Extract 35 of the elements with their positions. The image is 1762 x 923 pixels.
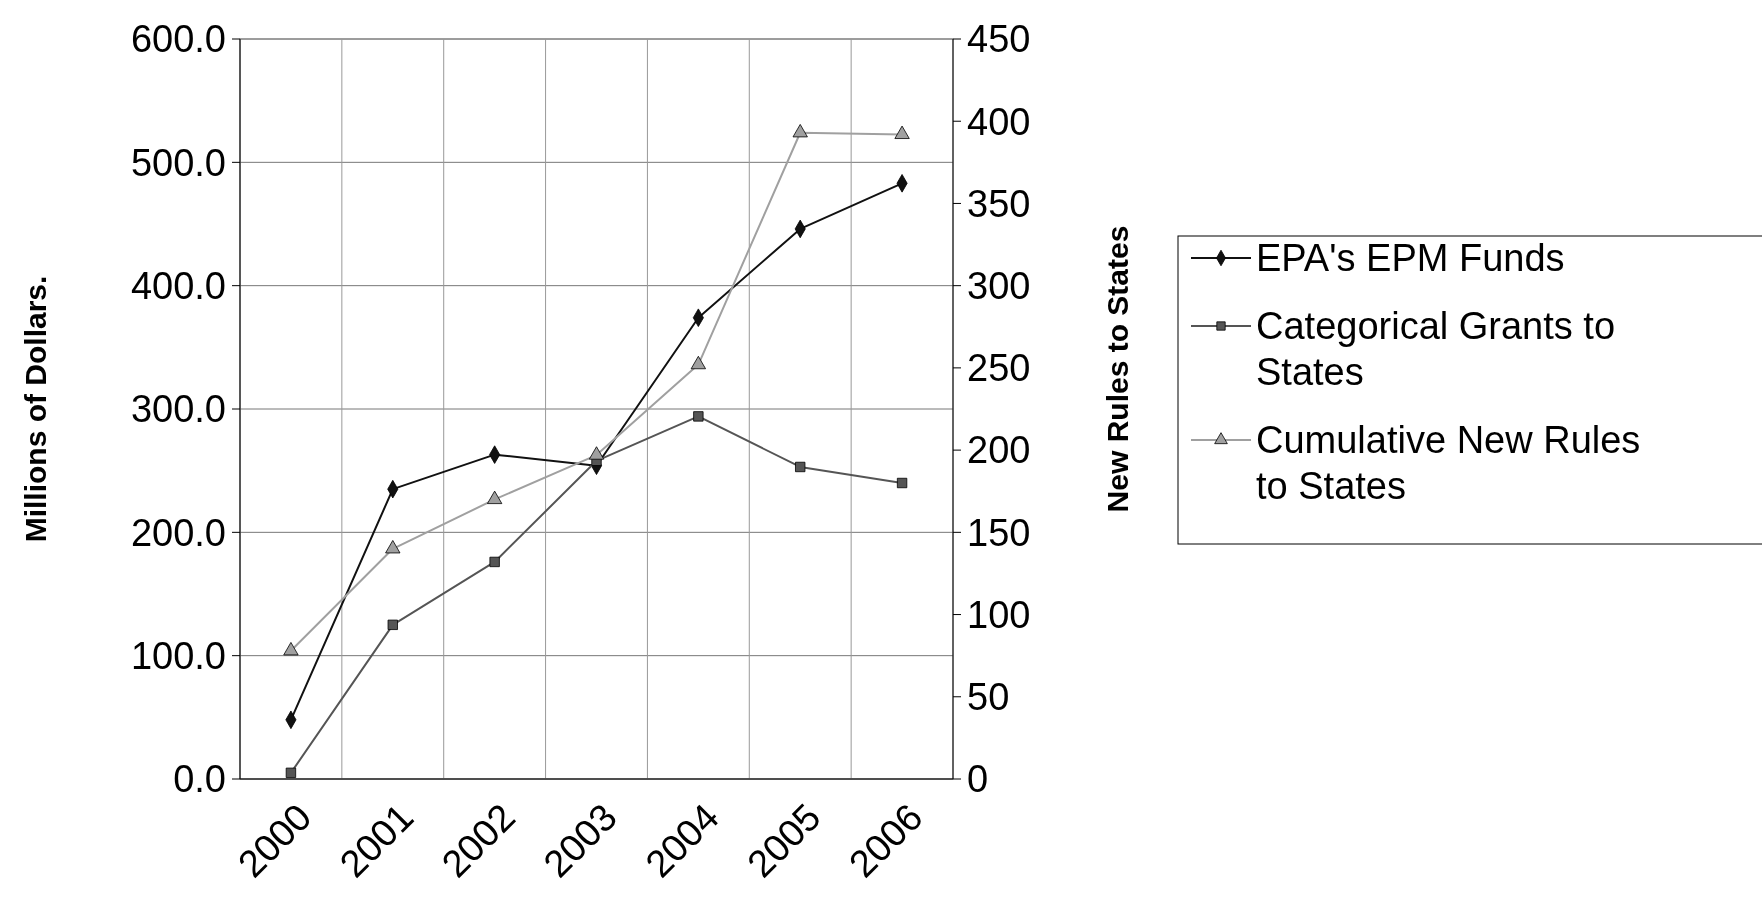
y-tick-label: 300.0 bbox=[130, 388, 226, 431]
legend-label: Categorical Grants to States bbox=[1256, 305, 1616, 393]
point bbox=[387, 619, 398, 630]
y-axis-title: Millions of Dollars. bbox=[19, 275, 52, 543]
point bbox=[896, 477, 908, 489]
point bbox=[693, 411, 704, 422]
point bbox=[894, 125, 910, 139]
y-tick-label: 600.0 bbox=[130, 18, 226, 61]
y2-tick-label: 400 bbox=[967, 100, 1031, 143]
legend-label: EPA's EPM Funds bbox=[1256, 237, 1565, 279]
point bbox=[588, 446, 605, 460]
y2-axis-title: New Rules to States bbox=[1101, 225, 1134, 513]
y-tick-label: 100.0 bbox=[130, 634, 226, 677]
point bbox=[285, 767, 297, 778]
y-tick-label: 0.0 bbox=[173, 758, 226, 801]
point bbox=[489, 556, 500, 568]
y2-tick-label: 450 bbox=[967, 18, 1031, 61]
legend-label: Cumulative New Rules to States bbox=[1256, 419, 1641, 507]
point bbox=[487, 490, 503, 505]
y-tick-label: 200.0 bbox=[130, 511, 226, 554]
y2-tick-label: 350 bbox=[967, 182, 1031, 225]
y2-tick-label: 0 bbox=[967, 758, 989, 801]
point bbox=[795, 461, 806, 473]
y2-tick-label: 150 bbox=[967, 511, 1031, 554]
point bbox=[690, 355, 706, 370]
y2-tick-label: 100 bbox=[967, 593, 1031, 636]
y-tick-label: 400.0 bbox=[130, 264, 226, 307]
point bbox=[385, 540, 401, 554]
y2-tick-label: 50 bbox=[967, 676, 1010, 719]
point bbox=[283, 642, 299, 656]
y2-tick-label: 200 bbox=[967, 429, 1031, 472]
y-tick-label: 500.0 bbox=[130, 141, 226, 184]
point bbox=[792, 124, 808, 138]
y2-tick-label: 250 bbox=[967, 347, 1031, 390]
y2-tick-label: 300 bbox=[967, 264, 1031, 307]
